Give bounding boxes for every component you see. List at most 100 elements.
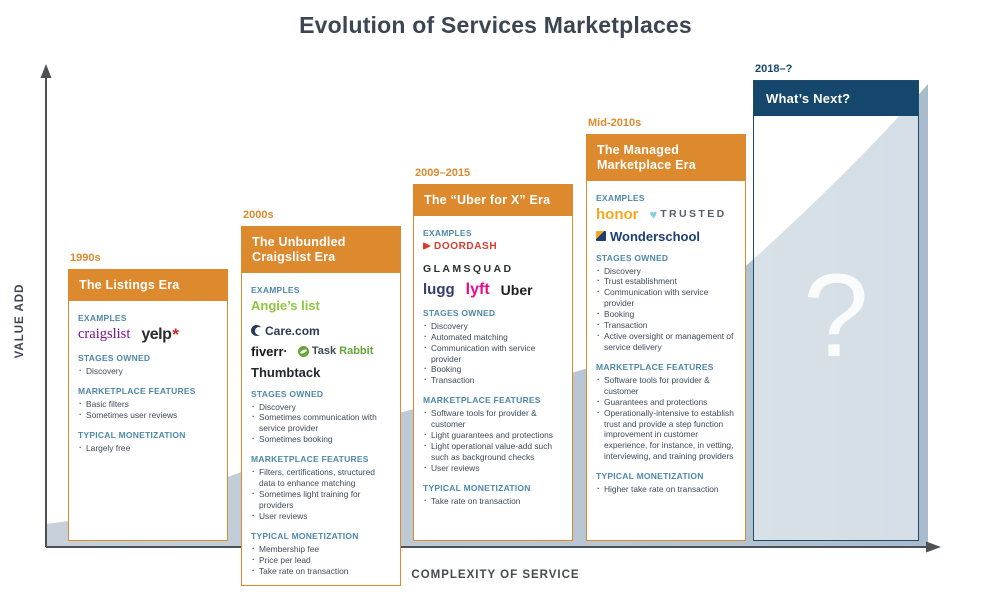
section-monetization: TYPICAL MONETIZATION: [596, 471, 704, 482]
monetization-list: Largely free: [78, 442, 218, 454]
taskrabbit-rabbit-icon: [297, 345, 309, 357]
wonderschool-logo-text: Wonderschool: [610, 228, 701, 244]
section-examples: EXAMPLES: [423, 227, 472, 238]
taskrabbit-logo-task: Task: [311, 345, 337, 357]
era-card-body: EXAMPLES craigslist yelp* STAGES OWNED D…: [69, 301, 227, 540]
bullet-item: Booking: [423, 363, 563, 375]
section-features: MARKETPLACE FEATURES: [423, 395, 541, 406]
whats-next-title: What’s Next?: [754, 81, 918, 117]
stages-list: Discovery: [78, 365, 218, 377]
bullet-item: User reviews: [423, 462, 563, 474]
era-label: 2000s: [243, 209, 274, 221]
glamsquad-logo: GLAMSQUAD: [423, 262, 514, 275]
column-managed-marketplace-era: Mid-2010s The Managed Marketplace Era EX…: [586, 117, 746, 541]
bullet-item: Membership fee: [251, 543, 391, 555]
logo-row: fiverr. Task Rabbit: [251, 342, 391, 359]
wonderschool-flag-icon: [596, 231, 606, 241]
yelp-logo-text: yelp: [141, 325, 172, 343]
section-stages: STAGES OWNED: [596, 252, 669, 263]
era-card-title: The Unbundled Craigslist Era: [242, 227, 400, 273]
bullet-item: Transaction: [423, 374, 563, 386]
trusted-logo: ♥ TRUSTED: [650, 208, 727, 221]
era-card-title: The Listings Era: [69, 270, 227, 301]
stages-list: Discovery Automated matching Communicati…: [423, 320, 563, 387]
section-features: MARKETPLACE FEATURES: [251, 454, 369, 465]
angies-list-logo: Angie’s list: [251, 297, 320, 313]
thumbtack-logo: Thumbtack: [251, 364, 321, 380]
bullet-item: Active oversight or management of servic…: [596, 330, 736, 353]
features-list: Software tools for provider & customer G…: [596, 374, 736, 463]
bullet-item: Automated matching: [423, 331, 563, 343]
era-card-body: EXAMPLES DOORDASH GLAMSQUAD lugg lyft Ub…: [414, 216, 572, 540]
bullet-item: Sometimes light training for providers: [251, 488, 391, 511]
doordash-logo-text: DOORDASH: [434, 240, 498, 252]
section-features: MARKETPLACE FEATURES: [596, 361, 714, 372]
bullet-item: Take rate on transaction: [423, 495, 563, 507]
features-list: Filters, certifications, structured data…: [251, 466, 391, 522]
honor-logo: honor: [596, 205, 639, 223]
era-label: 2009–2015: [415, 167, 471, 179]
bullet-item: Discovery: [251, 401, 391, 413]
section-examples: EXAMPLES: [596, 192, 645, 203]
y-axis-arrowhead: [40, 64, 52, 78]
care-com-logo-text: Care.com: [265, 323, 320, 338]
doordash-wing-icon: [423, 242, 431, 251]
section-monetization: TYPICAL MONETIZATION: [423, 482, 531, 493]
x-axis-arrowhead: [926, 541, 941, 553]
era-card-title: The “Uber for X” Era: [414, 185, 572, 216]
bullet-item: Largely free: [78, 442, 218, 454]
yelp-burst-icon: *: [172, 324, 179, 344]
stages-list: Discovery Sometimes communication with s…: [251, 401, 391, 446]
logo-row: craigslist yelp *: [78, 326, 218, 344]
column-uber-for-x-era: 2009–2015 The “Uber for X” Era EXAMPLES …: [413, 167, 573, 541]
section-stages: STAGES OWNED: [251, 388, 324, 399]
uber-logo: Uber: [500, 281, 533, 298]
monetization-list: Membership fee Price per lead Take rate …: [251, 543, 391, 577]
monetization-list: Higher take rate on transaction: [596, 483, 736, 495]
fiverr-logo: fiverr.: [251, 342, 287, 359]
logo-row: honor ♥ TRUSTED: [596, 206, 736, 223]
era-card-title: The Managed Marketplace Era: [587, 135, 745, 181]
logo-row: lugg lyft Uber: [423, 281, 563, 299]
bullet-item: Discovery: [596, 265, 736, 277]
bullet-item: Light guarantees and protections: [423, 429, 563, 441]
bullet-item: Filters, certifications, structured data…: [251, 466, 391, 489]
taskrabbit-logo: Task Rabbit: [297, 345, 374, 357]
doordash-logo: DOORDASH: [423, 241, 497, 252]
stages-list: Discovery Trust establishment Communicat…: [596, 265, 736, 353]
era-label: Mid-2010s: [588, 117, 642, 129]
bullet-item: Transaction: [596, 319, 736, 331]
column-listings-era: 1990s The Listings Era EXAMPLES craigsli…: [68, 252, 228, 541]
features-list: Software tools for provider & customer L…: [423, 407, 563, 474]
whats-next-body: ?: [754, 116, 918, 540]
fiverr-logo-text: fiverr: [251, 343, 284, 359]
era-card-body: EXAMPLES honor ♥ TRUSTED Wonderschool STA…: [587, 181, 745, 541]
bullet-item: Communication with service provider: [596, 286, 736, 309]
bullet-item: Higher take rate on transaction: [596, 483, 736, 495]
bullet-item: Sometimes booking: [251, 433, 391, 445]
section-stages: STAGES OWNED: [423, 307, 496, 318]
bullet-item: Take rate on transaction: [251, 565, 391, 577]
whats-next-card: What’s Next? ?: [753, 80, 919, 541]
bullet-item: Price per lead: [251, 554, 391, 566]
monetization-list: Take rate on transaction: [423, 495, 563, 507]
wonderschool-logo: Wonderschool: [596, 229, 700, 244]
bullet-item: Operationally-intensive to establish tru…: [596, 407, 736, 463]
care-com-crescent-icon: [251, 325, 263, 336]
logo-row: DOORDASH GLAMSQUAD: [423, 241, 563, 275]
page-title: Evolution of Services Marketplaces: [299, 12, 692, 38]
era-label: 1990s: [70, 252, 101, 264]
section-features: MARKETPLACE FEATURES: [78, 385, 196, 396]
bullet-item: Basic filters: [78, 398, 218, 410]
taskrabbit-logo-rabbit: Rabbit: [339, 345, 374, 357]
question-mark: ?: [803, 249, 869, 382]
lugg-logo: lugg: [423, 281, 455, 299]
era-label: 2018–?: [755, 63, 793, 75]
bullet-item: Trust establishment: [596, 275, 736, 287]
column-whats-next: 2018–? What’s Next? ?: [753, 63, 919, 541]
section-examples: EXAMPLES: [251, 284, 300, 295]
era-card: The Managed Marketplace Era EXAMPLES hon…: [586, 134, 746, 541]
bullet-item: User reviews: [251, 510, 391, 522]
trusted-heart-icon: ♥: [649, 206, 658, 222]
